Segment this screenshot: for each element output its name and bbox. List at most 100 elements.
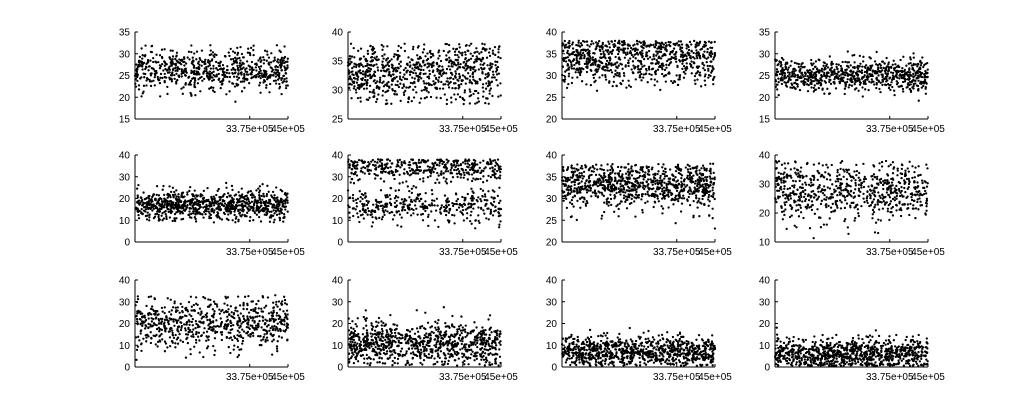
scatter-point xyxy=(349,42,353,45)
scatter-point xyxy=(611,49,615,52)
scatter-point xyxy=(813,65,817,69)
scatter-point xyxy=(362,83,366,86)
scatter-point xyxy=(422,48,426,51)
scatter-point xyxy=(902,90,905,93)
scatter-point xyxy=(236,64,239,68)
scatter-point xyxy=(574,53,578,56)
scatter-point xyxy=(701,55,705,58)
scatter-point xyxy=(358,63,361,66)
scatter-point xyxy=(437,76,441,79)
scatter-point xyxy=(371,221,375,224)
scatter-point xyxy=(821,87,824,90)
scatter-point xyxy=(400,161,403,164)
scatter-point xyxy=(205,65,208,69)
scatter-point xyxy=(806,89,810,93)
scatter-point xyxy=(499,167,502,171)
scatter-point xyxy=(408,196,411,199)
scatter-point xyxy=(626,61,630,65)
scatter-point xyxy=(371,216,374,219)
scatter-point xyxy=(587,54,590,57)
scatter-point xyxy=(218,68,222,71)
scatter-point xyxy=(709,46,712,49)
scatter-point xyxy=(359,96,362,99)
scatter-point xyxy=(263,58,266,62)
scatter-point xyxy=(255,204,259,207)
scatter-point xyxy=(354,198,358,202)
scatter-point xyxy=(282,220,285,223)
scatter-point xyxy=(704,83,707,87)
scatter-point xyxy=(375,217,378,220)
scatter-point xyxy=(266,208,270,212)
y-tick-label: 25 xyxy=(332,115,344,126)
scatter-point xyxy=(466,159,469,163)
scatter-point xyxy=(351,197,355,200)
scatter-point xyxy=(498,226,501,229)
scatter-point xyxy=(417,44,420,48)
scatter-point xyxy=(678,78,681,81)
scatter-point xyxy=(195,198,199,202)
scatter-points xyxy=(346,42,502,106)
scatter-point xyxy=(675,60,678,63)
scatter-point xyxy=(472,177,475,180)
scatter-point xyxy=(191,197,194,201)
scatter-point xyxy=(838,74,841,77)
scatter-point xyxy=(598,48,601,51)
scatter-point xyxy=(414,186,418,189)
scatter-point xyxy=(189,79,193,83)
scatter-point xyxy=(175,80,178,83)
scatter-point xyxy=(186,193,189,196)
scatter-point xyxy=(616,52,620,56)
scatter-point xyxy=(210,59,214,62)
scatter-point xyxy=(225,186,228,189)
scatter-point xyxy=(404,89,407,93)
scatter-point xyxy=(703,68,706,72)
scatter-point xyxy=(454,53,457,57)
scatter-point xyxy=(600,56,603,59)
scatter-point xyxy=(351,70,354,73)
scatter-point xyxy=(629,57,632,60)
scatter-point xyxy=(472,207,475,210)
scatter-point xyxy=(858,70,861,73)
scatter-point xyxy=(498,223,501,226)
scatter-point xyxy=(790,60,793,63)
scatter-point xyxy=(696,78,699,81)
scatter-point xyxy=(788,71,791,74)
scatter-point xyxy=(830,63,833,66)
x-tick-label: 33.75e+05 xyxy=(226,247,274,258)
scatter-point xyxy=(810,86,813,89)
scatter-point xyxy=(424,55,427,58)
scatter-point xyxy=(153,69,157,73)
scatter-point xyxy=(211,79,214,82)
scatter-point xyxy=(566,56,570,59)
scatter-point xyxy=(176,60,179,63)
scatter-point xyxy=(702,67,705,70)
scatter-point xyxy=(408,65,412,68)
scatter-point xyxy=(499,170,502,174)
scatter-point xyxy=(397,164,400,168)
scatter-point xyxy=(875,78,879,81)
scatter-point xyxy=(277,75,280,78)
scatter-point xyxy=(434,167,437,171)
scatter-point xyxy=(238,64,241,67)
scatter-point xyxy=(632,55,635,58)
scatter-point xyxy=(903,75,906,78)
scatter-point xyxy=(857,78,860,81)
scatter-point xyxy=(499,220,502,223)
scatter-point xyxy=(585,83,588,86)
y-tick-label: 30 xyxy=(332,172,344,183)
x-tick-label: 45e+05 xyxy=(484,247,518,258)
scatter-point xyxy=(356,96,360,100)
scatter-point xyxy=(480,50,483,54)
scatter-point xyxy=(273,212,276,215)
scatter-point xyxy=(423,97,426,100)
scatter-point xyxy=(150,67,154,70)
scatter-point xyxy=(376,85,379,88)
scatter-point xyxy=(382,180,386,183)
scatter-point xyxy=(883,83,887,86)
scatter-point xyxy=(399,166,402,169)
scatter-point xyxy=(485,162,489,165)
scatter-point xyxy=(171,219,174,223)
scatter-point xyxy=(451,65,454,68)
scatter-point xyxy=(873,72,877,75)
scatter-point xyxy=(800,63,803,66)
